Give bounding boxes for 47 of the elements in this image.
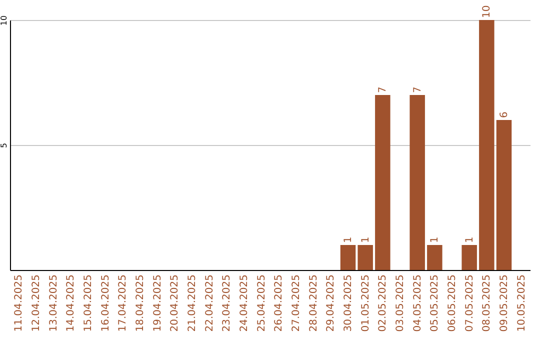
x-tick-label: 29.04.2025 — [326, 274, 337, 332]
x-tick-label: 17.04.2025 — [118, 274, 129, 332]
bar — [375, 95, 390, 270]
data-label: 1 — [360, 236, 372, 243]
bar — [410, 95, 425, 270]
x-tick-label: 05.05.2025 — [430, 274, 441, 332]
x-tick-label: 26.04.2025 — [274, 274, 285, 332]
x-tick-label: 07.05.2025 — [464, 274, 476, 332]
x-tick-label: 04.05.2025 — [412, 274, 424, 332]
bar — [340, 245, 356, 270]
data-label: 1 — [464, 236, 476, 243]
data-label: 7 — [378, 86, 389, 93]
x-tick-label: 08.05.2025 — [482, 274, 493, 332]
data-label: 10 — [482, 5, 493, 18]
x-tick-label: 01.05.2025 — [360, 274, 372, 332]
bar — [358, 245, 373, 270]
x-tick-label: 12.04.2025 — [31, 274, 42, 332]
x-tick-label: 10.05.2025 — [516, 274, 528, 332]
x-tick-label: 02.05.2025 — [378, 274, 389, 332]
data-label: 1 — [343, 236, 354, 243]
x-tick-label: 15.04.2025 — [83, 274, 94, 332]
x-tick-label: 24.04.2025 — [239, 274, 250, 332]
x-tick-label: 20.04.2025 — [170, 274, 181, 332]
data-label: 6 — [499, 112, 510, 118]
x-tick-label: 09.05.2025 — [499, 274, 510, 332]
x-tick-label: 19.04.2025 — [152, 274, 164, 332]
x-tick-label: 23.04.2025 — [222, 274, 233, 332]
bar — [427, 245, 442, 270]
x-tick-label: 14.04.2025 — [66, 274, 77, 332]
x-tick-label: 21.04.2025 — [187, 274, 198, 332]
x-tick-label: 11.04.2025 — [14, 274, 25, 332]
bar — [496, 120, 512, 270]
data-label: 7 — [412, 86, 424, 93]
x-tick-label: 06.05.2025 — [447, 274, 458, 332]
data-label: 1 — [430, 236, 441, 243]
x-tick-label: 28.04.2025 — [308, 274, 320, 332]
x-tick-label: 13.04.2025 — [48, 274, 60, 332]
x-tick-label: 18.04.2025 — [135, 274, 146, 332]
x-tick-label: 27.04.2025 — [291, 274, 302, 332]
x-tick-label: 25.04.2025 — [256, 274, 268, 332]
x-tick-label: 03.05.2025 — [395, 274, 406, 332]
x-tick-label: 30.04.2025 — [343, 274, 354, 332]
y-tick-label: 5 — [0, 142, 8, 148]
bar — [462, 245, 477, 270]
x-tick-label: 22.04.2025 — [204, 274, 216, 332]
bar — [479, 20, 494, 270]
x-tick-label: 16.04.2025 — [100, 274, 112, 332]
